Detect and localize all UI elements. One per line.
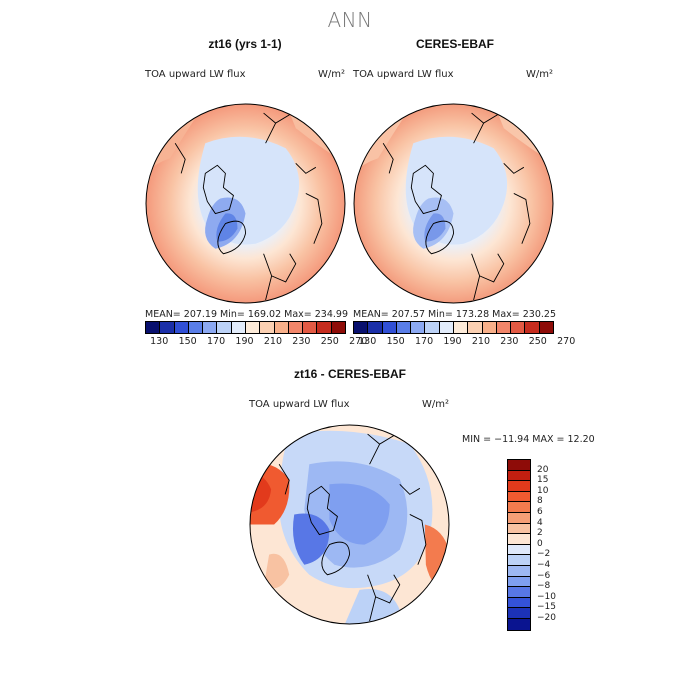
panel-variable-label: TOA upward LW flux <box>353 69 454 80</box>
colorbar-tick-label: −6 <box>537 570 551 581</box>
colorbar-swatch <box>525 322 540 333</box>
panel-title-obs: CERES-EBAF <box>415 37 494 51</box>
colorbar-swatch <box>146 322 161 333</box>
colorbar-swatch <box>508 576 530 588</box>
abs-colorbar-obs <box>353 321 554 334</box>
colorbar-swatch <box>274 322 289 333</box>
colorbar-swatch <box>231 322 246 333</box>
colorbar-swatch <box>245 322 261 333</box>
colorbar-tick-label: 6 <box>537 507 543 517</box>
colorbar-swatch <box>382 322 397 333</box>
colorbar-tick-label: 270 <box>349 336 368 347</box>
colorbar-tick-label: 190 <box>235 336 254 347</box>
colorbar-tick-label: 4 <box>537 517 543 528</box>
colorbar-tick-label: 270 <box>557 336 576 347</box>
colorbar-tick-label: 130 <box>358 336 377 347</box>
abs-colorbar-ticks: 130 150 170 190 210 230 250 270 <box>353 336 575 348</box>
colorbar-tick-label: −20 <box>537 613 556 623</box>
colorbar-tick-label: 2 <box>537 528 543 539</box>
colorbar-swatch <box>508 565 530 577</box>
colorbar-swatch <box>508 618 530 630</box>
panel-units-label: W/m² <box>526 69 554 80</box>
colorbar-swatch <box>368 322 383 333</box>
colorbar-swatch <box>508 502 530 513</box>
colorbar-swatch <box>260 322 275 333</box>
colorbar-tick-label: −10 <box>537 591 556 602</box>
colorbar-tick-label: 150 <box>386 336 405 347</box>
colorbar-swatch <box>508 544 530 556</box>
colorbar-swatch <box>482 322 497 333</box>
colorbar-swatch <box>496 322 512 333</box>
colorbar-swatch <box>303 322 318 333</box>
diff-stats: MIN = −11.94 MAX = 12.20 <box>462 434 595 445</box>
colorbar-swatch <box>468 322 483 333</box>
diff-units-label: W/m² <box>422 399 450 410</box>
colorbar-swatch <box>508 491 530 503</box>
colorbar-tick-label: 170 <box>414 336 434 347</box>
colorbar-swatch <box>539 322 553 333</box>
figure-title: ANN <box>327 8 373 32</box>
colorbar-swatch <box>453 322 469 333</box>
abs-colorbar-model <box>145 321 346 334</box>
colorbar-tick-label: 230 <box>292 336 311 347</box>
colorbar-tick-label: 230 <box>500 336 519 347</box>
colorbar-swatch <box>508 470 530 482</box>
colorbar-tick-label: 170 <box>206 336 226 347</box>
panel-stats: MEAN= 207.19 Min= 169.02 Max= 234.99 <box>145 309 349 320</box>
colorbar-tick-label: 15 <box>537 475 549 486</box>
colorbar-swatch <box>331 322 345 333</box>
colorbar-swatch <box>511 322 526 333</box>
colorbar-tick-label: 8 <box>537 496 543 507</box>
diff-colorbar-ticks: 20 15 10 8 6 4 2 0 −2 −4 −6 −8 −10 −15 −20 <box>537 459 577 629</box>
colorbar-tick-label: 150 <box>178 336 197 347</box>
colorbar-swatch <box>508 481 530 492</box>
colorbar-swatch <box>288 322 304 333</box>
colorbar-swatch <box>508 555 530 566</box>
colorbar-swatch <box>508 460 530 471</box>
colorbar-swatch <box>354 322 369 333</box>
colorbar-swatch <box>508 608 530 619</box>
colorbar-tick-label: 190 <box>443 336 462 347</box>
colorbar-tick-label: 10 <box>537 485 549 496</box>
colorbar-swatch <box>508 534 530 545</box>
colorbar-tick-label: 0 <box>537 538 543 549</box>
colorbar-tick-label: 250 <box>528 336 547 347</box>
panel-stats: MEAN= 207.57 Min= 173.28 Max= 230.25 <box>353 309 557 320</box>
colorbar-tick-label: 210 <box>263 336 282 347</box>
colorbar-tick-label: 20 <box>537 464 549 475</box>
colorbar-swatch <box>508 597 530 609</box>
colorbar-swatch <box>188 322 204 333</box>
panel-variable-label: TOA upward LW flux <box>145 69 246 80</box>
colorbar-swatch <box>508 523 530 535</box>
diff-colorbar <box>507 459 531 631</box>
polar-map-obs <box>353 103 554 304</box>
colorbar-swatch <box>160 322 175 333</box>
polar-map-model <box>145 103 346 304</box>
colorbar-tick-label: −15 <box>537 602 556 613</box>
colorbar-tick-label: −8 <box>537 581 551 592</box>
polar-map-difference <box>249 424 450 625</box>
panel-title-model: zt16 (yrs 1-1) <box>208 37 282 51</box>
colorbar-tick-label: −2 <box>537 549 551 560</box>
colorbar-swatch <box>508 587 530 598</box>
colorbar-swatch <box>217 322 232 333</box>
colorbar-swatch <box>425 322 440 333</box>
diff-variable-label: TOA upward LW flux <box>249 399 350 410</box>
colorbar-tick-label: 210 <box>471 336 490 347</box>
colorbar-swatch <box>317 322 332 333</box>
colorbar-swatch <box>174 322 189 333</box>
colorbar-tick-label: 130 <box>150 336 169 347</box>
colorbar-tick-label: −4 <box>537 560 551 570</box>
panel-units-label: W/m² <box>318 69 346 80</box>
colorbar-swatch <box>411 322 426 333</box>
colorbar-tick-label: 250 <box>320 336 339 347</box>
abs-colorbar-ticks: 130 150 170 190 210 230 250 270 <box>145 336 367 348</box>
colorbar-swatch <box>439 322 454 333</box>
diff-title: zt16 - CERES-EBAF <box>293 367 406 381</box>
colorbar-swatch <box>508 512 530 524</box>
colorbar-swatch <box>203 322 218 333</box>
colorbar-swatch <box>396 322 412 333</box>
